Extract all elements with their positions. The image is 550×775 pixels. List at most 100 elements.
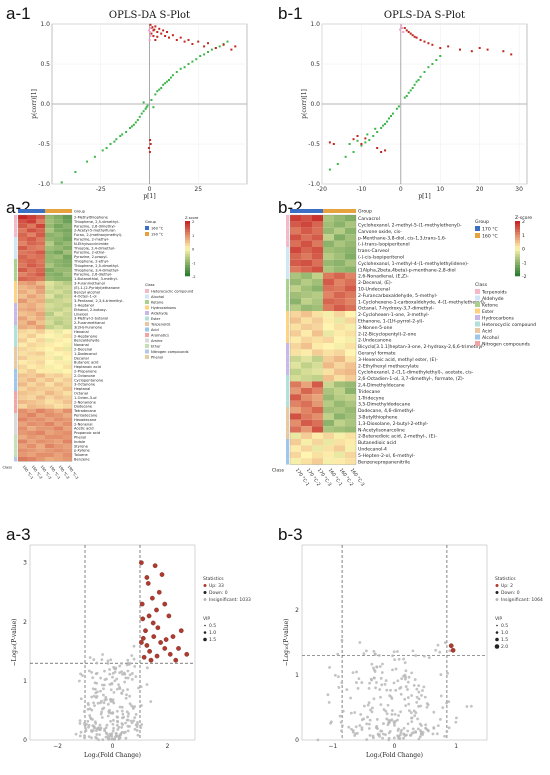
insignificant-point <box>422 685 426 689</box>
heatmap-cell <box>323 240 334 247</box>
insignificant-point <box>110 734 114 738</box>
up-point <box>154 607 159 613</box>
heatmap-cell <box>18 223 27 229</box>
heatmap-cell <box>36 377 45 383</box>
insignificant-point <box>397 657 401 661</box>
heatmap-cell <box>312 387 323 395</box>
heatmap-cell <box>45 228 54 233</box>
heatmap-cell <box>45 351 54 356</box>
insignificant-point <box>132 719 136 723</box>
x-tick-label: 25 <box>194 186 202 193</box>
heatmap-cell <box>323 439 334 446</box>
data-point <box>403 96 406 99</box>
heatmap-cell <box>63 443 72 449</box>
legend-class-swatch <box>145 327 149 332</box>
insignificant-point <box>436 724 440 728</box>
heatmap-cell <box>54 457 63 462</box>
y-axis-title: −Log₁₀(P-value) <box>11 619 18 667</box>
heatmap-cell <box>323 323 334 331</box>
insignificant-point <box>372 666 375 670</box>
heatmap-cell <box>18 377 27 383</box>
zscore-bar-segment <box>515 270 520 274</box>
insignificant-point <box>79 730 83 734</box>
heatmap-cell <box>54 373 63 378</box>
insignificant-point <box>123 680 127 684</box>
data-point <box>403 27 406 29</box>
insignificant-point <box>410 671 414 675</box>
insignificant-point <box>426 703 430 707</box>
heatmap-cell <box>54 237 63 242</box>
heatmap-cell <box>301 343 312 350</box>
heatmap-cell <box>54 245 63 251</box>
insignificant-point <box>372 697 376 701</box>
data-point <box>150 99 153 101</box>
heatmap-cell <box>312 272 323 279</box>
data-point <box>352 151 355 153</box>
row-label: 3-Hexenoic acid, methyl ester, (E)- <box>358 357 438 363</box>
heatmap-cell <box>27 386 36 391</box>
insignificant-point <box>109 688 113 692</box>
data-point <box>214 47 217 49</box>
insignificant-point <box>101 683 104 687</box>
insignificant-point <box>366 703 370 707</box>
heatmap-cell <box>18 263 27 268</box>
heatmap-cell <box>27 276 36 281</box>
heatmap-cell <box>45 439 54 444</box>
insignificant-point <box>413 714 417 718</box>
insignificant-point <box>374 686 377 690</box>
heatmap-cell <box>301 394 312 401</box>
insignificant-point <box>414 730 418 734</box>
heatmap-cell <box>334 234 345 241</box>
data-point <box>115 138 118 141</box>
legend-class-label: Alcohol <box>151 295 164 299</box>
heatmap-cell <box>290 323 301 331</box>
data-point <box>166 31 169 33</box>
class-bar-cell <box>286 336 289 343</box>
heatmap-cell <box>36 391 45 396</box>
data-point <box>376 131 379 133</box>
insignificant-point <box>386 723 390 727</box>
heatmap-cell <box>36 267 45 273</box>
insignificant-point <box>126 676 130 680</box>
insignificant-point <box>111 722 115 726</box>
heatmap-cell <box>54 320 63 325</box>
up-point <box>151 634 157 639</box>
row-label: 3,5-Dimethyldodecane <box>358 402 411 408</box>
insignificant-point <box>126 714 130 718</box>
data-point <box>411 87 414 89</box>
heatmap-cell <box>54 338 63 343</box>
insignificant-point <box>386 703 390 707</box>
class-bar-cell <box>14 439 17 444</box>
data-point <box>113 140 116 143</box>
insignificant-point <box>118 705 122 709</box>
legend-group-title: Group <box>145 220 157 224</box>
heatmap-cell <box>36 294 45 299</box>
insignificant-point <box>417 704 420 708</box>
insignificant-point <box>370 710 374 714</box>
insignificant-point <box>340 681 344 685</box>
heatmap-cell <box>63 263 72 268</box>
heatmap-cell <box>63 342 72 347</box>
heatmap-cell <box>45 219 54 224</box>
heatmap-cell <box>63 223 72 229</box>
heatmap-cell <box>63 399 72 405</box>
data-point <box>384 149 387 152</box>
heatmap-cell <box>18 237 27 242</box>
heatmap-cell <box>36 452 45 457</box>
row-label: Cyclohexanol, 2-(1,1-dimethylethyl)-, ac… <box>358 370 474 376</box>
heatmap-cell <box>54 399 63 405</box>
x-tick-label: -20 <box>317 186 327 193</box>
insignificant-point <box>403 697 407 701</box>
insignificant-point <box>415 687 419 691</box>
heatmap-cell <box>290 221 301 228</box>
insignificant-point <box>116 728 120 731</box>
insignificant-point <box>94 696 98 699</box>
row-label: Octanal, 7-hydroxy-3,7-dimethyl- <box>358 306 434 312</box>
insignificant-point <box>115 723 119 727</box>
heatmap-cell <box>18 386 27 391</box>
heatmap-cell <box>323 291 334 299</box>
heatmap-cell <box>323 253 334 260</box>
heatmap-cell <box>290 227 301 235</box>
data-point <box>132 123 135 126</box>
heatmap-cell <box>290 215 301 222</box>
